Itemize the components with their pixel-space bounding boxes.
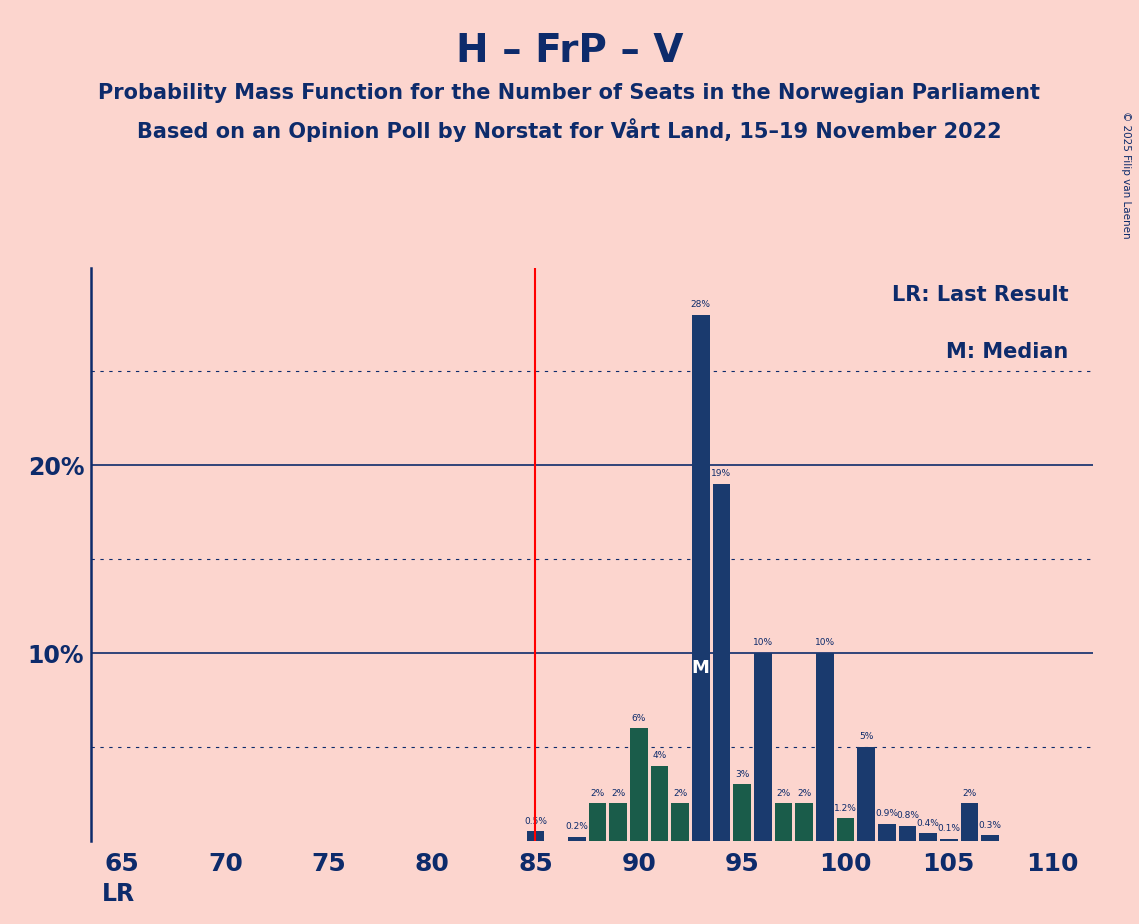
Bar: [734, 784, 751, 841]
Bar: [960, 803, 978, 841]
Bar: [899, 826, 916, 841]
Bar: [568, 837, 585, 841]
Text: 1.2%: 1.2%: [834, 804, 857, 813]
Bar: [878, 824, 895, 841]
Text: 19%: 19%: [712, 469, 731, 479]
Text: 0.4%: 0.4%: [917, 819, 940, 828]
Bar: [919, 833, 937, 841]
Text: H – FrP – V: H – FrP – V: [456, 32, 683, 70]
Text: 28%: 28%: [690, 300, 711, 310]
Bar: [671, 803, 689, 841]
Text: 10%: 10%: [753, 638, 773, 648]
Bar: [630, 728, 648, 841]
Text: 2%: 2%: [611, 789, 625, 797]
Text: 0.3%: 0.3%: [978, 821, 1001, 830]
Bar: [609, 803, 626, 841]
Text: 2%: 2%: [962, 789, 976, 797]
Bar: [589, 803, 606, 841]
Bar: [713, 484, 730, 841]
Bar: [816, 653, 834, 841]
Text: 0.5%: 0.5%: [524, 817, 547, 826]
Text: Probability Mass Function for the Number of Seats in the Norwegian Parliament: Probability Mass Function for the Number…: [98, 83, 1041, 103]
Bar: [837, 819, 854, 841]
Text: LR: Last Result: LR: Last Result: [892, 286, 1068, 305]
Text: 2%: 2%: [797, 789, 811, 797]
Bar: [693, 315, 710, 841]
Bar: [775, 803, 793, 841]
Text: 2%: 2%: [673, 789, 687, 797]
Text: 0.9%: 0.9%: [875, 809, 899, 819]
Text: M: Median: M: Median: [947, 343, 1068, 362]
Text: 2%: 2%: [777, 789, 790, 797]
Text: 6%: 6%: [632, 713, 646, 723]
Bar: [754, 653, 771, 841]
Text: 2%: 2%: [590, 789, 605, 797]
Text: 0.1%: 0.1%: [937, 824, 960, 833]
Text: 4%: 4%: [653, 751, 666, 760]
Text: 10%: 10%: [814, 638, 835, 648]
Text: M: M: [691, 659, 710, 677]
Bar: [650, 766, 669, 841]
Text: © 2025 Filip van Laenen: © 2025 Filip van Laenen: [1121, 111, 1131, 238]
Bar: [940, 839, 958, 841]
Text: 0.2%: 0.2%: [565, 822, 588, 832]
Text: 0.8%: 0.8%: [896, 811, 919, 821]
Bar: [795, 803, 813, 841]
Text: Based on an Opinion Poll by Norstat for Vårt Land, 15–19 November 2022: Based on an Opinion Poll by Norstat for …: [137, 118, 1002, 142]
Text: 5%: 5%: [859, 733, 874, 741]
Bar: [526, 832, 544, 841]
Text: LR: LR: [101, 882, 134, 906]
Bar: [858, 747, 875, 841]
Bar: [982, 835, 999, 841]
Text: 3%: 3%: [735, 770, 749, 779]
